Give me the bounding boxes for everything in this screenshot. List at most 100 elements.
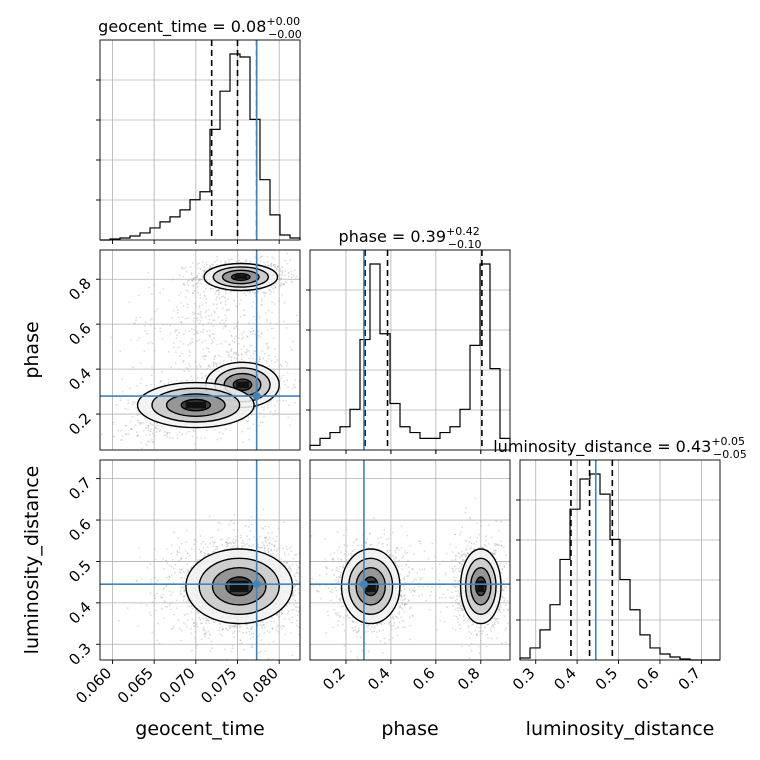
- scatter-point: [250, 628, 253, 630]
- scatter-point: [180, 556, 183, 559]
- scatter-point: [225, 324, 227, 327]
- scatter-point: [127, 402, 130, 405]
- scatter-point: [259, 256, 262, 259]
- scatter-point: [180, 568, 183, 571]
- scatter-point: [268, 542, 270, 545]
- scatter-point: [275, 625, 278, 628]
- scatter-point: [200, 550, 202, 552]
- scatter-point: [246, 623, 249, 626]
- scatter-point: [186, 280, 189, 282]
- scatter-point: [220, 538, 222, 541]
- scatter-point: [235, 335, 238, 337]
- scatter-point: [166, 577, 168, 579]
- scatter-point: [168, 436, 171, 439]
- scatter-point: [166, 433, 169, 435]
- scatter-point: [159, 595, 162, 598]
- scatter-point: [342, 605, 345, 608]
- scatter-point: [231, 647, 234, 650]
- scatter-point: [113, 436, 116, 438]
- scatter-point: [227, 544, 229, 547]
- scatter-point: [216, 296, 219, 298]
- scatter-point: [393, 621, 396, 624]
- scatter-point: [287, 553, 290, 556]
- scatter-point: [206, 546, 209, 548]
- scatter-point: [216, 264, 219, 267]
- scatter-point: [185, 289, 188, 292]
- scatter-point: [283, 301, 286, 304]
- scatter-point: [130, 338, 133, 341]
- scatter-point: [158, 430, 161, 433]
- scatter-point: [293, 603, 295, 606]
- scatter-point: [196, 644, 198, 647]
- scatter-point: [266, 549, 269, 551]
- scatter-point: [186, 282, 189, 284]
- scatter-point: [180, 542, 183, 545]
- scatter-point: [193, 621, 196, 624]
- scatter-point: [230, 334, 233, 337]
- scatter-point: [281, 283, 283, 286]
- scatter-point: [258, 546, 260, 549]
- scatter-point: [151, 365, 153, 368]
- scatter-point: [282, 283, 285, 286]
- scatter-point: [279, 282, 282, 285]
- scatter-point: [327, 614, 330, 617]
- scatter-point: [112, 421, 115, 424]
- scatter-point: [119, 350, 122, 353]
- scatter-point: [176, 550, 179, 552]
- scatter-point: [274, 266, 276, 268]
- scatter-point: [240, 348, 243, 351]
- scatter-point: [252, 353, 255, 355]
- scatter-point: [193, 289, 196, 292]
- scatter-point: [207, 630, 210, 633]
- scatter-point: [144, 321, 147, 324]
- scatter-point: [198, 279, 200, 282]
- scatter-point: [206, 618, 209, 621]
- scatter-point: [273, 544, 276, 547]
- scatter-point: [248, 630, 251, 633]
- scatter-point: [180, 639, 182, 642]
- scatter-point: [250, 355, 253, 358]
- scatter-point: [242, 441, 245, 444]
- scatter-point: [225, 428, 227, 430]
- scatter-point: [230, 290, 233, 293]
- scatter-point: [203, 628, 206, 630]
- scatter-point: [204, 316, 207, 318]
- scatter-point: [249, 638, 252, 640]
- scatter-point: [180, 586, 182, 589]
- scatter-point: [245, 353, 248, 356]
- scatter-point: [245, 259, 248, 261]
- scatter-point: [251, 357, 254, 360]
- scatter-point: [198, 616, 201, 619]
- scatter-point: [250, 305, 253, 308]
- scatter-point: [228, 625, 231, 628]
- scatter-point: [200, 543, 203, 545]
- scatter-point: [254, 360, 257, 363]
- scatter-point: [154, 609, 157, 612]
- scatter-point: [275, 629, 278, 631]
- scatter-point: [295, 624, 298, 627]
- scatter-point: [400, 579, 402, 582]
- scatter-point: [267, 526, 270, 528]
- scatter-point: [218, 622, 220, 625]
- scatter-point: [270, 264, 273, 267]
- scatter-point: [296, 569, 299, 571]
- scatter-point: [273, 540, 276, 543]
- scatter-point: [178, 546, 181, 549]
- scatter-point: [266, 345, 269, 348]
- scatter-point: [243, 648, 245, 651]
- scatter-point: [242, 314, 245, 316]
- scatter-point: [163, 567, 165, 570]
- scatter-point: [140, 393, 143, 396]
- scatter-point: [186, 367, 188, 369]
- scatter-point: [225, 541, 228, 543]
- scatter-point: [283, 552, 286, 554]
- scatter-point: [149, 592, 152, 595]
- scatter-point: [180, 352, 183, 355]
- scatter-point: [241, 358, 243, 361]
- scatter-point: [219, 623, 222, 626]
- scatter-point: [293, 575, 296, 578]
- scatter-point: [180, 321, 183, 324]
- scatter-point: [163, 617, 166, 619]
- scatter-point: [202, 628, 205, 631]
- scatter-point: [225, 541, 227, 544]
